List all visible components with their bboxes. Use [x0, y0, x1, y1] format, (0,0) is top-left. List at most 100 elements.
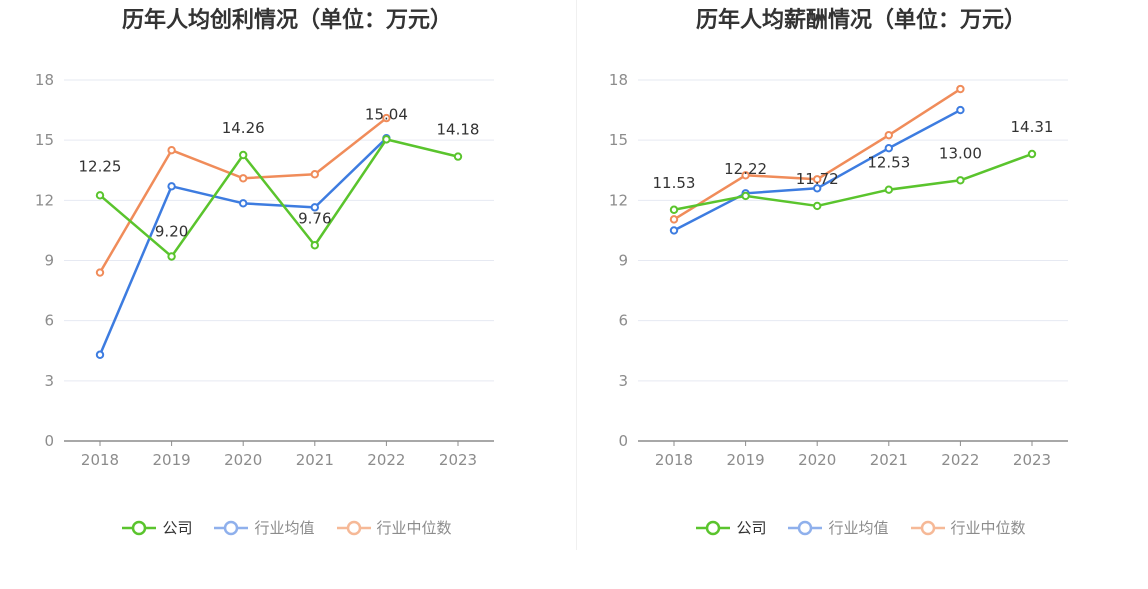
data-point[interactable]	[741, 171, 750, 180]
data-point[interactable]	[95, 350, 105, 359]
data-label: 9.76	[298, 209, 331, 227]
x-tick-label: 2019	[153, 451, 191, 469]
panel-divider	[576, 0, 577, 550]
data-point[interactable]	[813, 175, 822, 184]
data-label: 12.53	[867, 154, 910, 172]
data-point[interactable]	[95, 268, 105, 277]
legend-item[interactable]: 公司	[122, 517, 192, 538]
series-line	[98, 117, 388, 274]
data-point[interactable]	[813, 201, 822, 211]
legend-label: 行业中位数	[950, 519, 1026, 537]
legend-label: 行业均值	[828, 519, 889, 537]
data-point[interactable]	[95, 191, 105, 200]
data-point[interactable]	[453, 152, 463, 161]
legend-line-icon	[122, 520, 157, 535]
chart-title: 历年人均薪酬情况（单位：万元）	[695, 8, 1026, 33]
legend-line-icon	[214, 520, 249, 535]
legend-line-icon	[696, 520, 731, 535]
y-tick-label: 6	[618, 312, 628, 330]
y-tick-label: 15	[35, 131, 54, 149]
data-label: 9.20	[155, 222, 188, 240]
legend: 公司 行业均值 行业中位数	[0, 517, 574, 538]
x-tick-label: 2021	[296, 451, 334, 469]
profit-per-capita-chart: 历年人均创利情况（单位：万元） 0 3 6 9 12 15 18 2018 2019 2020 20…	[0, 8, 574, 538]
data-point[interactable]	[239, 199, 248, 208]
x-tick-label: 2023	[1013, 451, 1051, 469]
legend-item[interactable]: 行业均值	[214, 517, 315, 538]
data-point[interactable]	[669, 205, 679, 214]
legend-item[interactable]: 行业中位数	[910, 517, 1026, 538]
x-tick-label: 2020	[798, 451, 836, 469]
x-tick-label: 2021	[870, 451, 908, 469]
data-point[interactable]	[382, 113, 391, 123]
data-point[interactable]	[310, 203, 319, 212]
legend-label: 行业中位数	[376, 519, 452, 537]
data-point[interactable]	[310, 241, 319, 250]
data-label: 12.22	[724, 160, 767, 178]
data-point[interactable]	[884, 185, 893, 194]
y-tick-label: 0	[618, 432, 628, 450]
data-point[interactable]	[884, 130, 893, 140]
data-point[interactable]	[956, 105, 965, 115]
legend-item[interactable]: 行业中位数	[336, 517, 452, 538]
series-line	[99, 138, 459, 258]
data-point[interactable]	[167, 252, 176, 261]
legend-line-icon	[910, 520, 945, 535]
y-tick-label: 9	[618, 252, 628, 270]
legend-item[interactable]: 行业均值	[788, 517, 889, 538]
plot-area: 0 3 6 9 12 15 18 2018 2019 2020 2021 2022 2023 11.53 1…	[609, 71, 1068, 469]
data-label: 15.04	[365, 105, 408, 123]
data-label: 11.72	[796, 170, 839, 188]
data-point[interactable]	[741, 191, 750, 201]
data-point[interactable]	[310, 170, 319, 179]
y-tick-label: 0	[44, 432, 54, 450]
legend-label: 行业均值	[254, 519, 315, 537]
salary-per-capita-chart: 历年人均薪酬情况（单位：万元） 0 3 6 9 12 15 18 2018 2019 2020 20…	[574, 0, 1148, 589]
x-tick-label: 2023	[439, 451, 477, 469]
data-label: 13.00	[939, 144, 982, 162]
legend: 公司 行业均值 行业中位数	[574, 517, 1148, 538]
data-point[interactable]	[382, 135, 391, 144]
data-point[interactable]	[813, 184, 822, 193]
x-tick-label: 2018	[655, 451, 693, 469]
y-tick-label: 15	[609, 131, 628, 149]
data-label: 12.25	[79, 157, 122, 175]
x-tick-label: 2020	[224, 451, 262, 469]
data-point[interactable]	[956, 84, 965, 94]
y-tick-label: 3	[44, 372, 54, 390]
y-tick-label: 6	[44, 312, 54, 330]
y-tick-label: 3	[618, 372, 628, 390]
series-line	[673, 152, 1033, 211]
series-line	[98, 137, 388, 356]
plot-area: 0 3 6 9 12 15 18 2018 2019 2020 2021 2022 2023 12.25 9…	[35, 71, 494, 469]
legend-label: 公司	[162, 519, 193, 537]
data-label: 14.31	[1011, 118, 1054, 136]
data-point[interactable]	[167, 182, 176, 191]
chart-title: 历年人均创利情况（单位：万元）	[121, 8, 452, 33]
data-point[interactable]	[669, 226, 679, 235]
legend-line-icon	[788, 520, 823, 535]
x-tick-label: 2019	[727, 451, 765, 469]
x-tick-label: 2022	[367, 451, 405, 469]
legend-line-icon	[336, 520, 371, 535]
y-tick-label: 9	[44, 252, 54, 270]
data-point[interactable]	[167, 145, 176, 155]
data-label: 14.26	[222, 119, 265, 137]
y-tick-label: 18	[35, 71, 54, 89]
data-label: 11.53	[653, 174, 696, 192]
data-point[interactable]	[239, 150, 248, 160]
data-point[interactable]	[956, 176, 965, 185]
x-tick-label: 2022	[941, 451, 979, 469]
data-label: 14.18	[437, 121, 480, 139]
data-point[interactable]	[669, 215, 679, 224]
y-tick-label: 18	[609, 71, 628, 89]
data-point[interactable]	[239, 174, 248, 183]
legend-label: 公司	[736, 519, 767, 537]
y-tick-label: 12	[35, 191, 54, 209]
x-tick-label: 2018	[81, 451, 119, 469]
series-line	[673, 87, 962, 221]
data-point[interactable]	[884, 143, 893, 153]
data-point[interactable]	[1027, 149, 1037, 159]
legend-item[interactable]: 公司	[696, 517, 766, 538]
y-tick-label: 12	[609, 191, 628, 209]
